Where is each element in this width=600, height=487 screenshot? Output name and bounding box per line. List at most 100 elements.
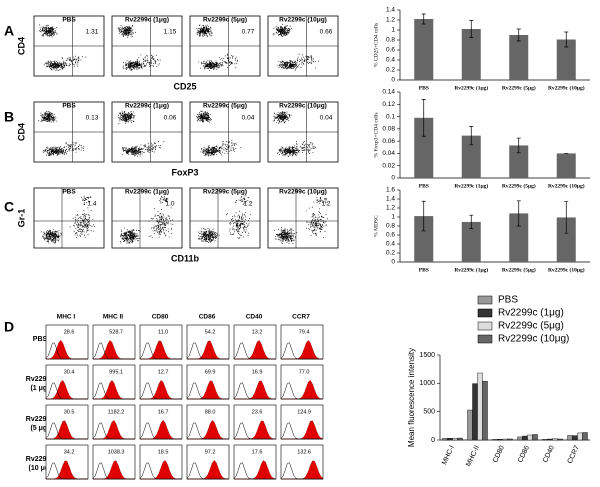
plot-title: Rv2299c (10μg) <box>279 189 327 196</box>
plot-frame <box>267 187 339 249</box>
dot-plot: Rv2299c (1μg) 0.06 <box>111 101 183 163</box>
y-tick-label: 0.4 <box>386 57 395 64</box>
column-label: MHC II <box>103 314 123 321</box>
mfi-value: 30.4 <box>64 369 75 375</box>
isotype-curve <box>92 382 135 400</box>
isotype-curve <box>139 462 182 480</box>
dots <box>118 110 165 157</box>
legend-swatch <box>477 334 493 344</box>
column-label: CCR7 <box>292 314 310 321</box>
row-label: Rv2299c <box>26 376 55 383</box>
dot-plot: PBS 1.4 <box>33 187 105 249</box>
y-tick-label: 0.8 <box>386 37 395 44</box>
x-tick-label: MHC-II <box>465 445 481 468</box>
dot-plot: Rv2299c (10μg) 0.66 <box>267 15 339 77</box>
x-tick-label: Rv2299c (10μg) <box>548 84 585 91</box>
bar <box>547 438 553 441</box>
dot-plot: Rv2299c (5μg) 0.04 <box>189 101 261 163</box>
y-tick-label: 1.4 <box>386 196 395 203</box>
legend-label: Rv2299c (5μg) <box>498 321 564 332</box>
isotype-curve <box>186 422 229 440</box>
bar <box>556 153 576 178</box>
mfi-value: 79.4 <box>299 329 310 335</box>
dots <box>39 24 87 71</box>
mfi-value: 23.6 <box>252 409 263 415</box>
dots <box>197 195 252 243</box>
bar <box>509 145 529 178</box>
column-label: MHC I <box>57 314 76 321</box>
column-label: CD40 <box>246 314 263 321</box>
plot-title: Rv2299c (1μg) <box>125 17 169 24</box>
bar <box>557 438 563 441</box>
bar <box>414 216 434 262</box>
bar <box>497 439 503 441</box>
x-tick-label: Rv2299c (10μg) <box>548 266 585 273</box>
bar <box>502 438 508 441</box>
dots <box>196 110 242 157</box>
histogram-frame <box>186 444 230 480</box>
quadrant-value: 0.04 <box>320 115 333 122</box>
legend-label: Rv2299c (1μg) <box>498 308 564 319</box>
isotype-curve <box>233 422 276 440</box>
y-axis-label: % Foxp3+CD4 cells <box>373 113 379 158</box>
y-tick-label: 0.4 <box>386 241 395 248</box>
quadrant-value: 0.06 <box>164 115 177 122</box>
y-tick-label: 1.2 <box>386 205 395 212</box>
bar <box>414 19 434 80</box>
mfi-value: 1182.2 <box>108 409 124 415</box>
panel-letter: A <box>4 23 14 39</box>
isotype-curve <box>233 382 276 400</box>
dot-plot: Rv2299c (5μg) 0.77 <box>189 15 261 77</box>
dot-plot: Rv2299c (10μg) 1.2 <box>267 187 339 249</box>
y-tick-label: 1500 <box>419 352 435 359</box>
x-axis-label: CD11b <box>171 253 200 263</box>
y-tick-label: 0 <box>391 175 395 182</box>
x-tick-label: Rv2299c (1μg) <box>454 266 488 273</box>
mfi-value: 13.2 <box>252 329 263 335</box>
y-axis-label: % MDSC <box>373 215 379 237</box>
quadrant-value: 0.13 <box>86 115 99 122</box>
column-label: CD86 <box>199 314 216 321</box>
isotype-curve <box>280 382 323 400</box>
panel-letter: D <box>4 319 14 335</box>
bar <box>507 438 513 441</box>
bar <box>461 135 481 178</box>
mfi-value: 97.2 <box>205 449 216 455</box>
dots <box>117 25 161 71</box>
mfi-value: 12.7 <box>158 369 169 375</box>
plot-title: PBS <box>62 189 76 196</box>
y-tick-label: 0.06 <box>382 138 395 145</box>
x-axis-label: CD25 <box>173 81 196 91</box>
x-tick-label: MHC-I <box>441 445 456 466</box>
quadrant-value: 1.0 <box>165 201 174 208</box>
dots <box>273 197 329 245</box>
y-axis-label: CD4 <box>16 37 26 55</box>
bar <box>492 439 498 441</box>
row-label: (1 μg) <box>30 385 49 392</box>
bar <box>461 29 481 80</box>
x-tick-label: Rv2299c (5μg) <box>502 182 536 189</box>
bar <box>509 213 529 262</box>
mfi-value: 69.9 <box>205 369 216 375</box>
dot-plot: Rv2299c (1μg) 1.0 <box>111 187 183 249</box>
legend-label: Rv2299c (10μg) <box>498 334 569 345</box>
isotype-curve <box>92 342 135 360</box>
error-bar <box>516 200 521 227</box>
dots <box>38 111 85 156</box>
bar <box>582 432 588 441</box>
x-tick-label: PBS <box>419 183 429 189</box>
plot-frame <box>111 187 183 249</box>
bar <box>532 434 538 441</box>
plot-title: Rv2299c (10μg) <box>279 103 327 110</box>
panel-letter: C <box>4 199 14 215</box>
bar <box>556 39 576 80</box>
dots <box>119 196 174 244</box>
y-tick-label: 0 <box>431 437 435 444</box>
dots <box>40 196 96 245</box>
dots <box>196 24 238 71</box>
error-bar <box>469 214 474 230</box>
x-tick-label: Rv2299c (5μg) <box>502 266 536 273</box>
row-label: (10 μg) <box>29 465 52 472</box>
y-tick-label: 1.4 <box>386 7 395 14</box>
